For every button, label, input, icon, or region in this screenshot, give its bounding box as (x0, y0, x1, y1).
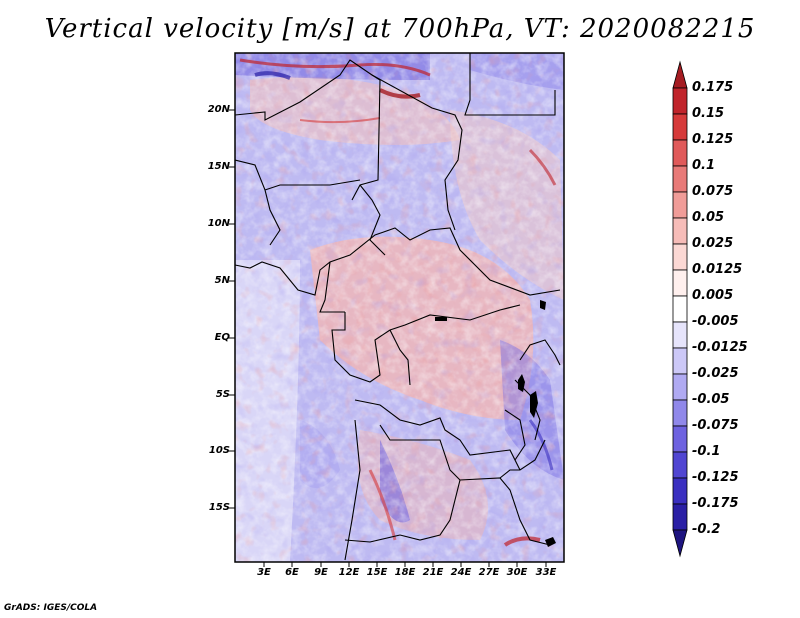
country-borders (235, 53, 561, 561)
lon-label: 18E (394, 567, 416, 578)
colorbar-label: -0.0125 (692, 340, 748, 355)
colorbar-label: 0.1 (692, 158, 716, 173)
colorbar-label: 0.15 (692, 106, 725, 121)
colorbar-label: -0.005 (692, 314, 739, 329)
colorbar-label: -0.1 (692, 444, 721, 459)
lon-label: 30E (506, 567, 528, 578)
colorbar-swatch (672, 451, 688, 479)
colorbar-swatch (672, 295, 688, 323)
colorbar-swatch (672, 243, 688, 271)
colorbar-label: 0.075 (692, 184, 734, 199)
colorbar-swatch (672, 477, 688, 505)
axis-ticks (229, 109, 547, 567)
lon-label: 6E (285, 567, 299, 578)
colorbar-label: -0.125 (692, 470, 739, 485)
colorbar-label: 0.05 (692, 210, 725, 225)
lat-label: 15S (208, 502, 230, 513)
lat-label: 5N (214, 275, 230, 286)
colorbar-swatch (672, 503, 688, 531)
colorbar-swatch (672, 113, 688, 141)
lon-label: 12E (338, 567, 360, 578)
colorbar-label: 0.125 (692, 132, 734, 147)
colorbar-swatch (672, 139, 688, 167)
lat-label: 5S (215, 389, 230, 400)
lat-label: 10S (208, 445, 230, 456)
colorbar-label: 0.175 (692, 80, 734, 95)
colorbar-swatch (672, 269, 688, 297)
lakes (435, 300, 556, 547)
colorbar-label: 0.0125 (692, 262, 743, 277)
colorbar-label: -0.025 (692, 366, 739, 381)
colorbar-label: -0.2 (692, 522, 721, 537)
colorbar (672, 60, 688, 558)
lat-label: 10N (207, 218, 230, 229)
lat-label: 20N (207, 104, 230, 115)
lon-label: 33E (535, 567, 557, 578)
colorbar-label: 0.005 (692, 288, 734, 303)
colorbar-swatch (672, 425, 688, 453)
colorbar-swatch (672, 399, 688, 427)
lon-label: 27E (478, 567, 500, 578)
lon-label: 21E (422, 567, 444, 578)
lon-label: 9E (314, 567, 328, 578)
colorbar-swatch (672, 165, 688, 193)
colorbar-label: 0.025 (692, 236, 734, 251)
colorbar-swatch (672, 217, 688, 245)
lon-label: 3E (257, 567, 271, 578)
map-title: Vertical velocity [m/s] at 700hPa, VT: 2… (44, 14, 756, 44)
colorbar-label: -0.075 (692, 418, 739, 433)
colorbar-bottom-arrow (672, 529, 688, 558)
colorbar-swatch (672, 373, 688, 401)
colorbar-swatch (672, 347, 688, 375)
colorbar-label: -0.175 (692, 496, 739, 511)
lon-label: 24E (450, 567, 472, 578)
lat-label: 15N (207, 161, 230, 172)
colorbar-swatch (672, 191, 688, 219)
lon-label: 15E (366, 567, 388, 578)
map-frame (234, 52, 565, 563)
colorbar-swatch (672, 87, 688, 115)
colorbar-top-arrow (672, 60, 688, 89)
velocity-field (235, 53, 564, 562)
colorbar-swatch (672, 321, 688, 349)
grads-credit: GrADS: IGES/COLA (4, 603, 98, 613)
colorbar-label: -0.05 (692, 392, 730, 407)
lat-label: EQ (214, 332, 230, 343)
